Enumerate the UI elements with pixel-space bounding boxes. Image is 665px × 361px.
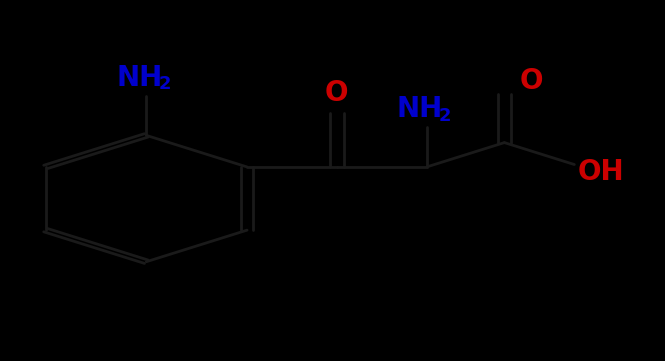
Text: 2: 2 (159, 75, 171, 93)
Text: OH: OH (578, 158, 624, 186)
Text: O: O (519, 67, 543, 95)
Text: NH: NH (116, 64, 163, 92)
Text: 2: 2 (439, 107, 452, 125)
Text: NH: NH (397, 95, 443, 123)
Text: O: O (325, 79, 348, 107)
